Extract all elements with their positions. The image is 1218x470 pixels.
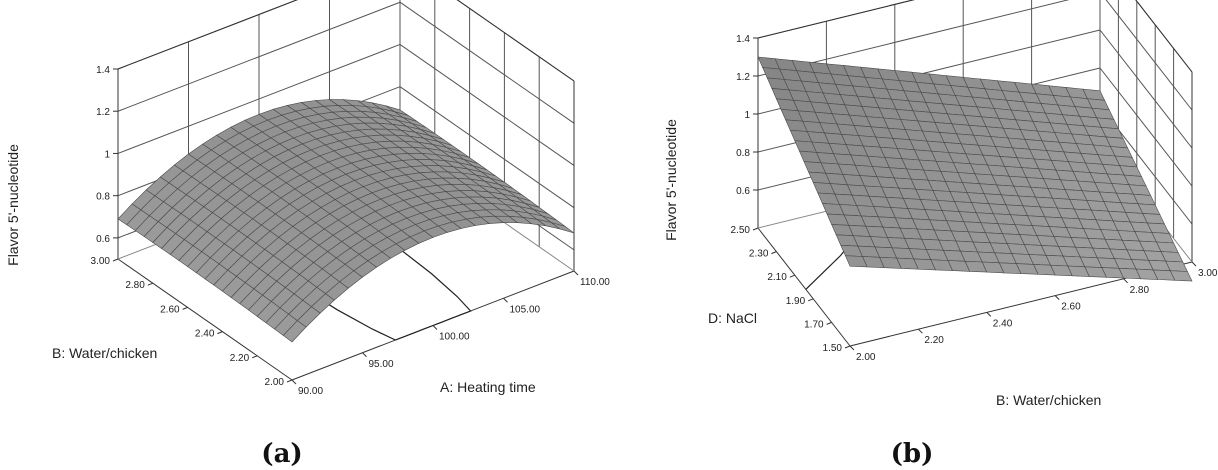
x-tick-label: 105.00 [510,304,541,315]
top-edge-side [1135,0,1193,73]
z-tick-label: 1.4 [96,65,110,76]
x-tick-mark [573,270,579,276]
panel-caption: (b) [891,439,934,469]
x-tick-mark [362,352,367,358]
response-surface [757,56,1193,282]
z-tick-label: 0.6 [96,234,110,245]
y-tick-mark [808,298,814,302]
y-tick-label: 2.50 [731,225,751,236]
x-axis-title: B: Water/chicken [996,392,1101,408]
z-tick-label: 1.2 [736,72,750,83]
chart-b: 2.00 2.20 2.40 2.60 2.80 3.00 1.50 1.70 1.90 2.10… [663,0,1218,469]
z-tick-label: 0.6 [736,186,750,197]
x-tick-mark [1054,295,1060,300]
side-wall-gridline-horizontal [399,44,575,166]
y-tick-label: 2.30 [749,249,769,260]
y-tick-mark [112,258,119,262]
back-wall-gridline-horizontal [757,0,1070,77]
x-tick-mark [1123,278,1128,284]
x-tick-mark [918,328,923,334]
y-tick-mark [789,274,795,278]
z-tick-label: 1 [744,110,750,121]
y-tick-mark [752,227,759,231]
y-axis-line [757,227,851,347]
side-wall-gridline-horizontal [456,0,575,82]
y-tick-label: 1.90 [786,296,806,307]
panel-caption: (a) [261,439,302,469]
z-axis-title: Flavor 5'-nucleotide [5,144,21,266]
x-tick-mark [432,325,438,330]
y-tick-mark [217,331,223,335]
back-wall-gridline-horizontal [117,1,401,112]
z-tick-label: 1.2 [96,107,110,118]
z-tick-label: 0.8 [736,148,750,159]
x-tick-mark [503,297,508,303]
x-tick-label: 2.60 [1061,302,1081,313]
surface-cell [1169,270,1193,282]
x-tick-mark [849,345,855,351]
x-tick-label: 90.00 [298,386,323,397]
top-edge-back [117,0,298,70]
x-tick-mark [1191,261,1197,267]
y-tick-label: 1.70 [804,319,824,330]
y-tick-label: 1.50 [823,343,843,354]
x-tick-label: 2.20 [924,335,944,346]
side-wall-gridline-horizontal [1099,29,1193,149]
chart-a: 90.00 95.00 100.00 105.00 110.00 2.00 2.20 2.40… [5,0,610,469]
top-edge-side [456,0,575,82]
y-axis-title: B: Water/chicken [52,345,157,361]
y-axis-title: D: NaCl [708,310,757,326]
y-tick-mark [286,379,293,383]
z-tick-label: 1.4 [736,34,750,45]
surface-cell [551,222,575,234]
side-wall-gridline-horizontal [1105,0,1193,111]
side-wall-gridline-horizontal [399,86,575,209]
x-tick-label: 100.00 [439,332,470,343]
x-tick-label: 3.00 [1198,268,1218,279]
x-tick-label: 110.00 [580,277,610,288]
y-tick-mark [771,251,777,255]
side-wall-gridline-horizontal [1135,0,1193,73]
side-wall-gridline-horizontal [399,1,575,124]
y-tick-label: 2.80 [125,280,145,291]
y-tick-mark [844,345,851,349]
x-tick-mark [291,379,297,385]
back-wall-gridline-horizontal [117,43,401,154]
top-edge-back [757,0,915,39]
y-tick-label: 2.40 [195,329,215,340]
x-tick-label: 95.00 [369,359,394,370]
back-wall-gridline-horizontal [757,0,915,39]
z-tick-label: 0.8 [96,192,110,203]
x-tick-mark [986,312,992,317]
y-tick-label: 2.00 [265,377,285,388]
z-tick-label: 1 [104,149,110,160]
z-axis-title: Flavor 5'-nucleotide [663,119,679,241]
y-axis-line [117,258,293,381]
side-wall-gridline-horizontal [1099,67,1193,187]
y-tick-label: 2.60 [160,304,180,315]
x-tick-label: 2.80 [1130,285,1150,296]
y-tick-label: 2.10 [767,272,787,283]
y-tick-mark [182,306,188,310]
y-tick-mark [252,355,258,359]
y-tick-label: 3.00 [91,256,111,267]
y-tick-label: 2.20 [230,353,250,364]
x-tick-label: 2.40 [993,318,1013,329]
y-tick-mark [826,321,832,325]
y-tick-mark [147,282,153,286]
x-tick-label: 2.00 [856,352,876,363]
x-axis-title: A: Heating time [440,379,536,395]
response-surface [117,99,575,343]
